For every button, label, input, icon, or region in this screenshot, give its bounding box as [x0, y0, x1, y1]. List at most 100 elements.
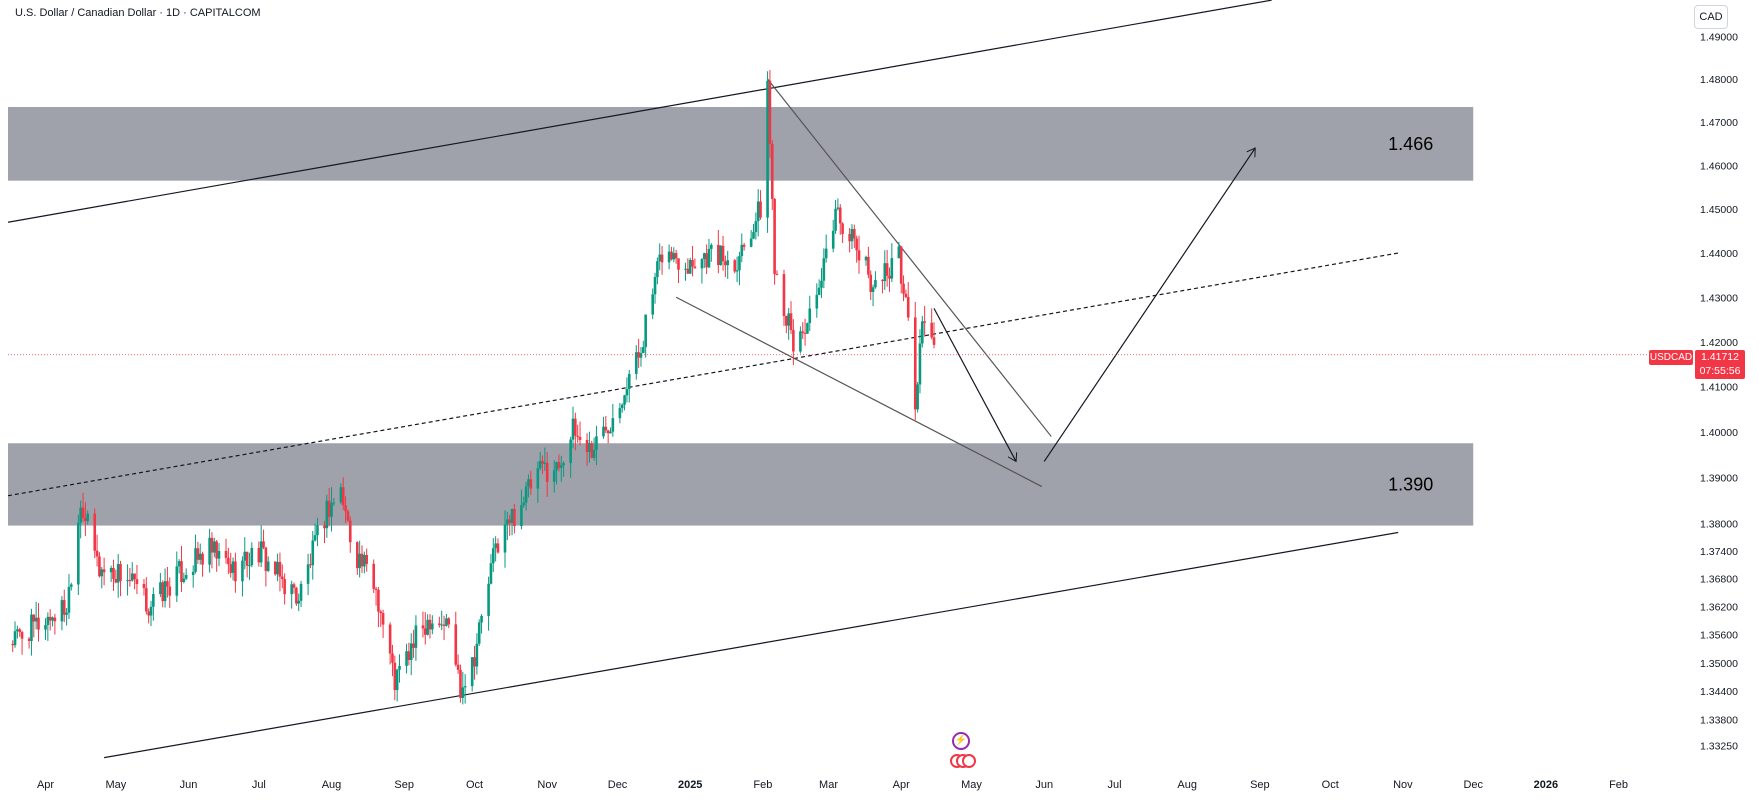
candle: [688, 257, 692, 274]
candle: [623, 394, 626, 411]
candle: [51, 616, 54, 627]
candle: [224, 538, 228, 564]
us-flag-events-icon[interactable]: [950, 754, 982, 770]
candle: [309, 553, 312, 569]
candle-body: [348, 520, 352, 543]
candle-body: [738, 256, 741, 271]
candle-body: [130, 573, 134, 581]
currency-button[interactable]: CAD: [1694, 5, 1728, 29]
candle: [890, 243, 894, 283]
candle: [724, 255, 727, 278]
candle: [276, 553, 279, 582]
candle: [30, 608, 33, 656]
candle: [166, 566, 169, 598]
lightning-event-icon[interactable]: ⚡: [952, 732, 970, 750]
candle-body: [48, 616, 52, 621]
candle: [480, 614, 483, 634]
candle: [142, 579, 146, 596]
zone-label-1: 1.390: [1388, 474, 1433, 494]
candle: [358, 540, 361, 578]
candle-body: [688, 259, 692, 274]
candle: [477, 619, 481, 646]
candle-body: [871, 287, 875, 292]
candle-body: [259, 541, 263, 563]
candle: [149, 600, 153, 627]
candle-body: [702, 253, 706, 260]
candle: [881, 279, 884, 294]
candle-body: [857, 250, 861, 261]
candle-body: [34, 617, 38, 622]
candle-body: [18, 629, 22, 633]
candle: [571, 406, 575, 449]
candle-body: [932, 337, 936, 345]
candle: [789, 301, 793, 335]
candle-body: [822, 258, 826, 281]
candle: [11, 640, 14, 653]
candle: [541, 455, 544, 474]
candle-body: [377, 589, 380, 612]
candle: [721, 235, 725, 271]
trendline-mid-channel: [7, 252, 1399, 497]
candle-body: [316, 525, 319, 536]
y-tick-label: 1.36200: [1700, 602, 1738, 614]
candle-body: [834, 208, 837, 231]
candle-body: [494, 543, 497, 549]
candle-body: [592, 449, 596, 458]
candle: [306, 553, 310, 596]
candle: [932, 322, 936, 349]
candle-body: [295, 587, 298, 604]
candle: [470, 656, 474, 692]
candle-body: [339, 487, 343, 503]
candle-body: [11, 644, 14, 646]
candle-body: [524, 486, 528, 503]
candle: [920, 315, 924, 348]
candle-body: [897, 246, 901, 259]
x-tick-label: Nov: [1393, 779, 1413, 791]
candle: [726, 250, 730, 279]
y-tick-label: 1.45000: [1700, 204, 1738, 216]
candle-body: [454, 624, 458, 665]
candle-body: [721, 245, 725, 262]
candle-body: [414, 625, 418, 648]
candle-body: [323, 525, 326, 529]
candle: [438, 616, 441, 628]
candle-body: [461, 687, 465, 698]
y-tick-label: 1.40000: [1700, 427, 1738, 439]
candle: [297, 593, 300, 611]
candle-body: [276, 561, 279, 575]
candle-body: [215, 541, 218, 559]
candle: [557, 454, 561, 472]
candle: [831, 219, 835, 253]
candle: [770, 140, 774, 211]
candle-body: [37, 617, 40, 630]
candle-body: [752, 232, 755, 239]
candle: [116, 553, 120, 598]
candle: [360, 545, 364, 573]
candle: [749, 230, 753, 248]
candle-body: [855, 238, 858, 251]
candle-body: [27, 638, 31, 642]
candle: [77, 514, 80, 596]
y-tick-label: 1.35600: [1700, 630, 1738, 642]
candle-body: [381, 613, 385, 625]
candle-body: [44, 625, 47, 630]
y-tick-label: 1.37400: [1700, 546, 1738, 558]
candle: [313, 523, 317, 542]
candle-body: [634, 352, 638, 374]
candle: [365, 548, 368, 572]
candle-body: [885, 263, 889, 276]
candle-body: [391, 653, 394, 663]
candle: [262, 529, 265, 550]
candle: [522, 496, 526, 508]
candle: [372, 559, 376, 593]
candle-body: [787, 313, 790, 326]
candle: [145, 577, 148, 615]
candle-body: [850, 229, 854, 242]
candle-body: [20, 632, 24, 639]
candle: [766, 71, 769, 233]
candle-body: [838, 207, 842, 224]
candle-body: [194, 548, 197, 572]
candle-body: [440, 624, 444, 626]
candle: [299, 580, 303, 608]
